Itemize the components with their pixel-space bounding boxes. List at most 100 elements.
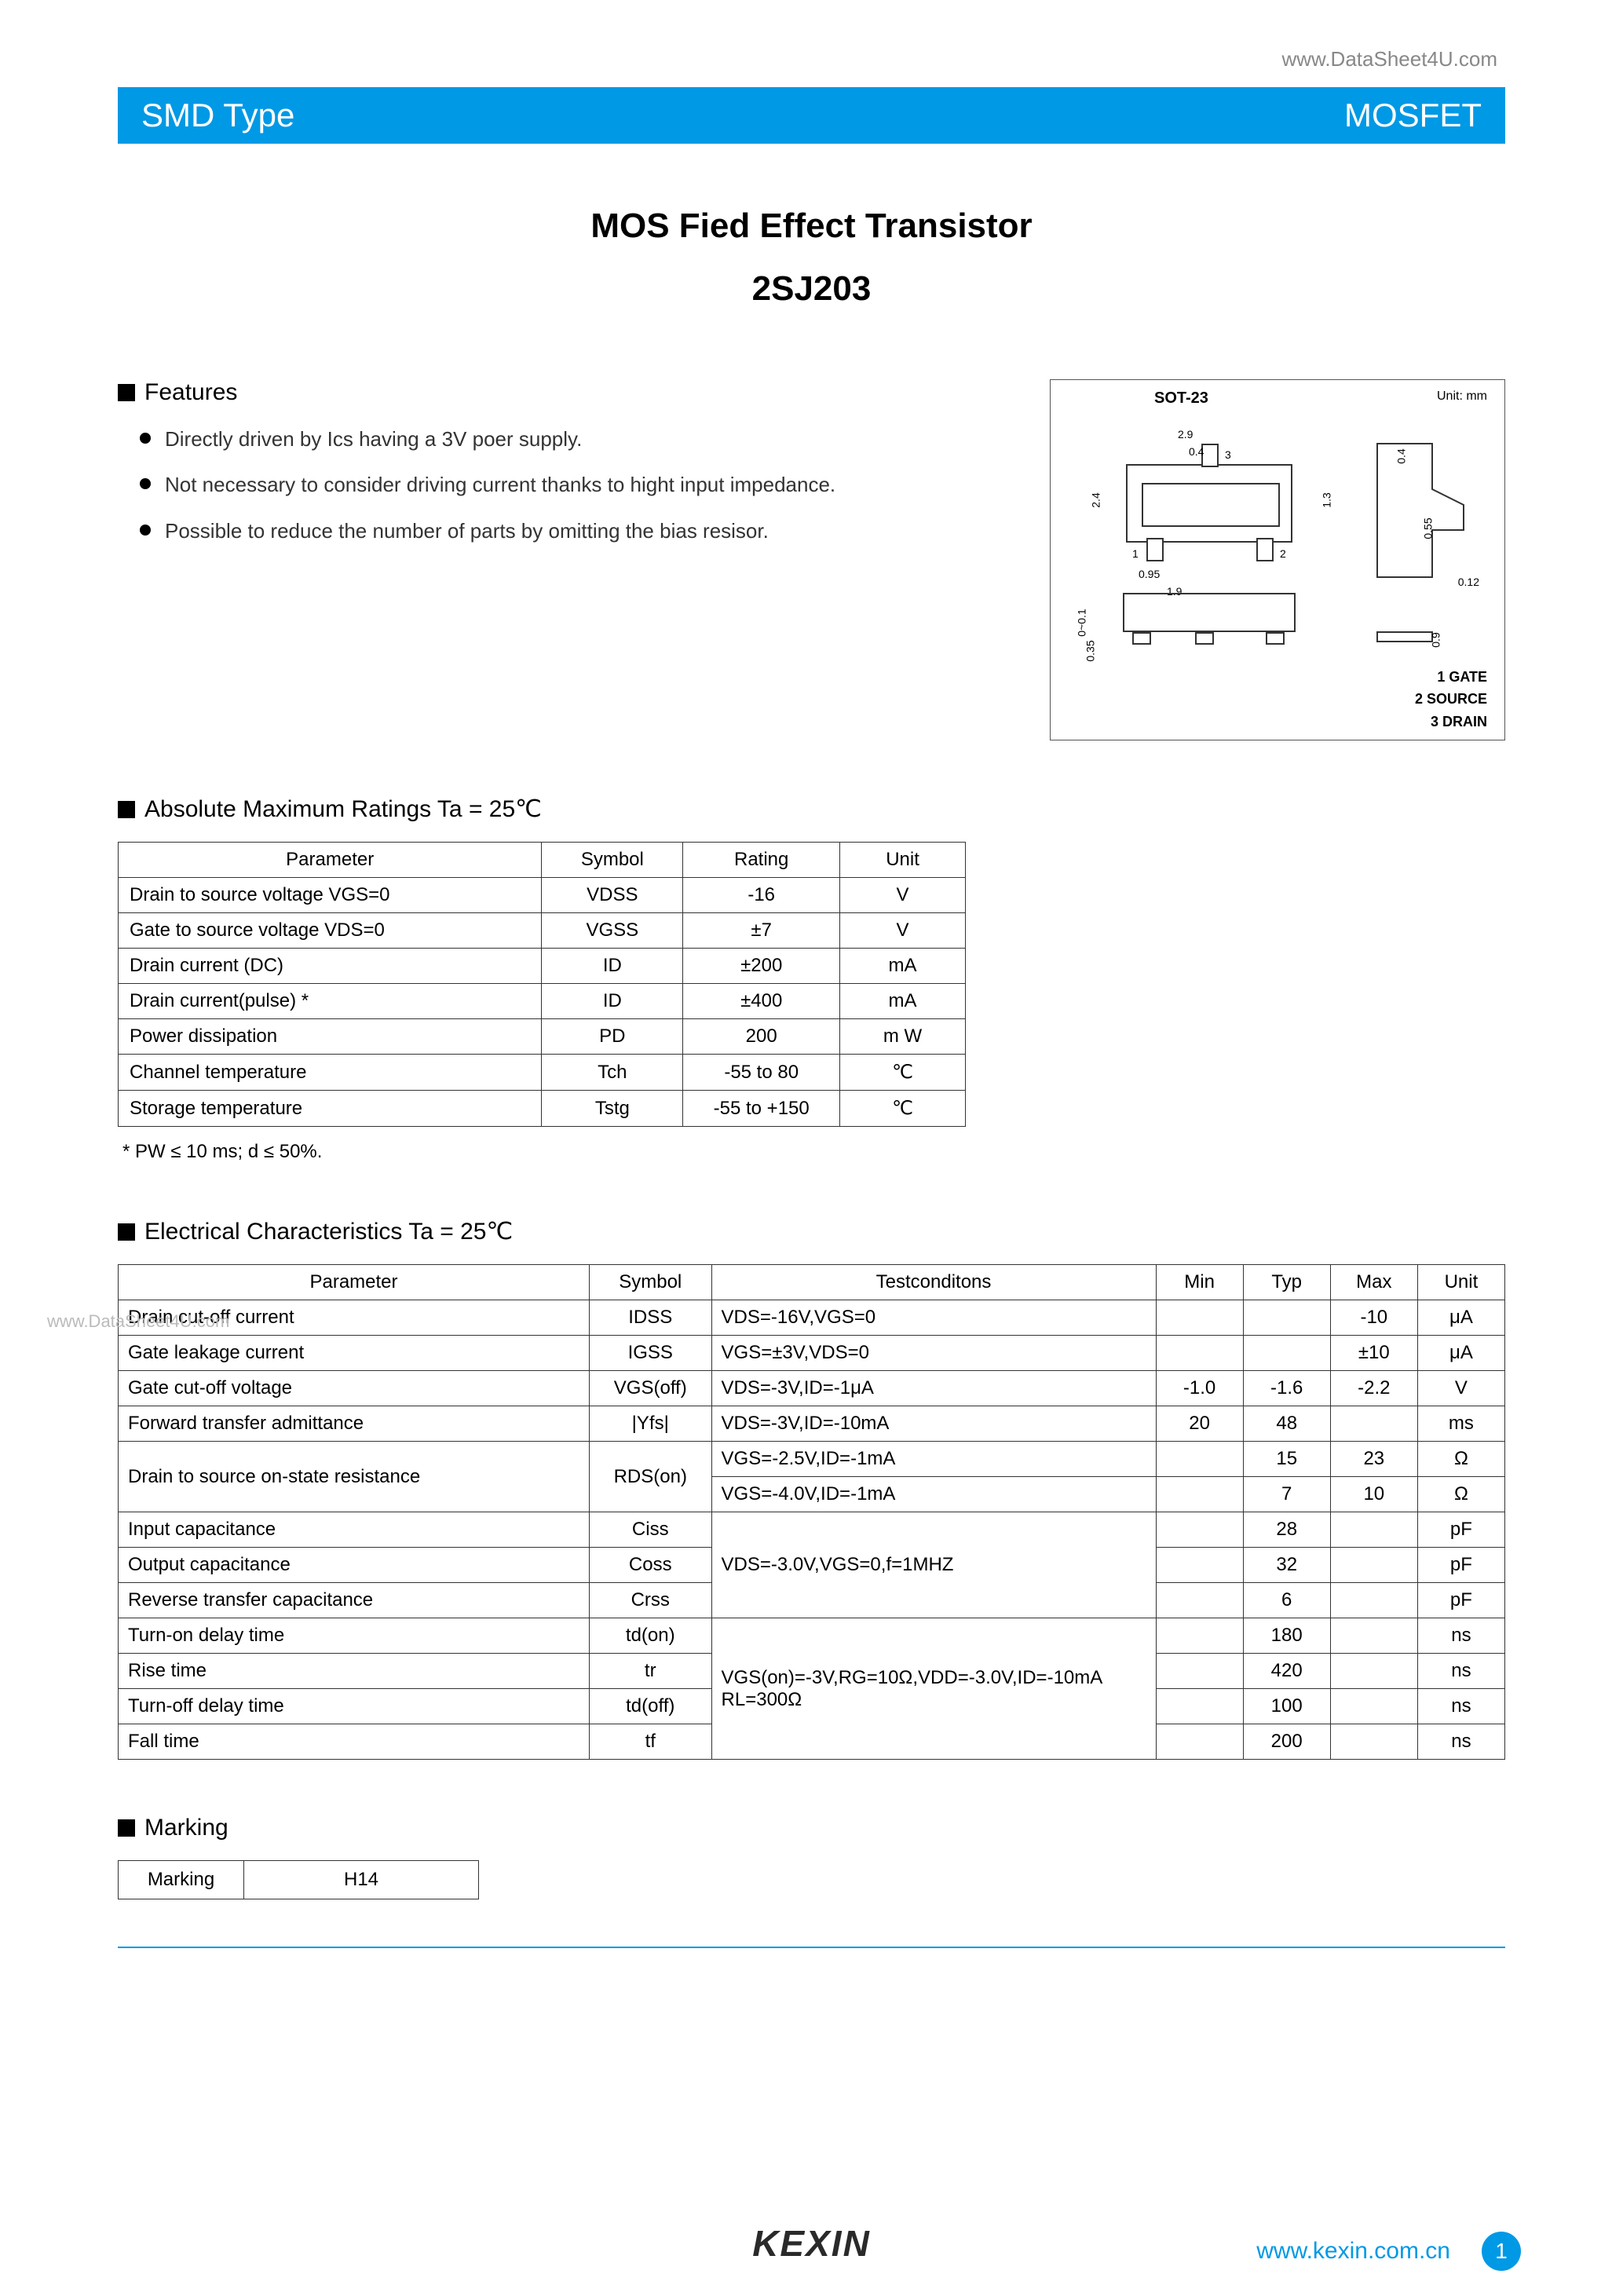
ratings-heading-text: Absolute Maximum Ratings Ta = 25℃ <box>144 795 542 823</box>
cell-param: Channel temperature <box>119 1055 542 1091</box>
sot-right-view: 0.4 0.55 0.12 0.9 <box>1346 428 1487 648</box>
table-header-row: Parameter Symbol Testconditons Min Typ M… <box>119 1265 1505 1300</box>
cell-unit: ℃ <box>840 1091 966 1127</box>
col-header: Min <box>1156 1265 1243 1300</box>
watermark-text: www.DataSheet4U.com <box>47 1311 229 1332</box>
cell-param: Turn-off delay time <box>119 1689 590 1724</box>
square-bullet-icon <box>118 1223 135 1241</box>
cell-symbol: VDSS <box>542 878 683 913</box>
table-row: Drain current(pulse) *ID±400mA <box>119 984 966 1019</box>
dim-right-mid: 0.55 <box>1421 517 1434 539</box>
table-row: Power dissipationPD200m W <box>119 1019 966 1055</box>
col-header: Parameter <box>119 843 542 878</box>
package-unit: Unit: mm <box>1437 389 1487 408</box>
cell-unit: ns <box>1417 1618 1504 1654</box>
header-right: MOSFET <box>1344 97 1482 134</box>
cell-max <box>1330 1583 1417 1618</box>
bottom-rule <box>118 1947 1505 1948</box>
ratings-footnote: * PW ≤ 10 ms; d ≤ 50%. <box>122 1141 1505 1163</box>
cell-rating: ±200 <box>683 949 840 984</box>
cell-unit: Ω <box>1417 1442 1504 1477</box>
package-diagram: SOT-23 Unit: mm 1 2 3 2.9 0.4 2.4 <box>1050 379 1505 740</box>
cell-rating: -16 <box>683 878 840 913</box>
cell-max <box>1330 1724 1417 1760</box>
table-row: Input capacitanceCissVDS=-3.0V,VGS=0,f=1… <box>119 1512 1505 1548</box>
cell-typ: 6 <box>1243 1583 1330 1618</box>
sot-side-view <box>1084 593 1335 632</box>
cell-max <box>1330 1512 1417 1548</box>
cell-typ: 180 <box>1243 1618 1330 1654</box>
cell-max: -2.2 <box>1330 1371 1417 1406</box>
footer: KEXIN www.kexin.com.cn 1 <box>0 2222 1623 2265</box>
cell-symbol: |Yfs| <box>589 1406 711 1442</box>
cell-symbol: VGS(off) <box>589 1371 711 1406</box>
cell-typ: 48 <box>1243 1406 1330 1442</box>
footer-url: www.kexin.com.cn <box>1256 2238 1450 2265</box>
cell-rating: ±7 <box>683 913 840 949</box>
table-row: Storage temperatureTstg-55 to +150℃ <box>119 1091 966 1127</box>
cell-unit: μA <box>1417 1336 1504 1371</box>
cell-min <box>1156 1548 1243 1583</box>
col-header: Unit <box>1417 1265 1504 1300</box>
marking-label: Marking <box>119 1861 244 1899</box>
cell-cond: VDS=-3V,ID=-10mA <box>711 1406 1156 1442</box>
cell-unit: Ω <box>1417 1477 1504 1512</box>
cell-min <box>1156 1654 1243 1689</box>
cell-symbol: VGSS <box>542 913 683 949</box>
cell-param: Drain to source voltage VGS=0 <box>119 878 542 913</box>
part-number: 2SJ203 <box>118 269 1505 309</box>
electrical-heading: Electrical Characteristics Ta = 25℃ <box>118 1218 1505 1245</box>
cell-unit: pF <box>1417 1548 1504 1583</box>
cell-min <box>1156 1477 1243 1512</box>
dim-w-lead: 0.4 <box>1189 445 1204 458</box>
cell-min <box>1156 1689 1243 1724</box>
table-row: Drain to source on-state resistanceRDS(o… <box>119 1442 1505 1477</box>
table-header-row: Parameter Symbol Rating Unit <box>119 843 966 878</box>
cell-unit: V <box>840 878 966 913</box>
sot-top-view: 1 2 3 2.9 0.4 2.4 1.3 0.95 1.9 <box>1084 428 1335 569</box>
cell-max: -10 <box>1330 1300 1417 1336</box>
cell-symbol: Crss <box>589 1583 711 1618</box>
table-row: Drain current (DC)ID±200mA <box>119 949 966 984</box>
feature-item: Possible to reduce the number of parts b… <box>140 517 1018 545</box>
cell-unit: m W <box>840 1019 966 1055</box>
ratings-heading: Absolute Maximum Ratings Ta = 25℃ <box>118 795 1505 823</box>
cell-rating: -55 to 80 <box>683 1055 840 1091</box>
cell-typ: 7 <box>1243 1477 1330 1512</box>
ratings-table: Parameter Symbol Rating Unit Drain to so… <box>118 842 966 1127</box>
cell-unit: ns <box>1417 1689 1504 1724</box>
square-bullet-icon <box>118 1819 135 1837</box>
features-heading-text: Features <box>144 379 237 406</box>
page-number: 1 <box>1482 2232 1521 2271</box>
cell-typ: 200 <box>1243 1724 1330 1760</box>
feature-item: Not necessary to consider driving curren… <box>140 470 1018 499</box>
cell-param: Power dissipation <box>119 1019 542 1055</box>
cell-min <box>1156 1583 1243 1618</box>
table-row: Drain to source voltage VGS=0VDSS-16V <box>119 878 966 913</box>
cell-typ: 420 <box>1243 1654 1330 1689</box>
dim-w-outer: 2.9 <box>1178 428 1193 441</box>
pin-label: 3 DRAIN <box>1415 711 1487 733</box>
col-header: Symbol <box>542 843 683 878</box>
cell-param: Output capacitance <box>119 1548 590 1583</box>
pin-label: 2 SOURCE <box>1415 688 1487 711</box>
cell-param: Input capacitance <box>119 1512 590 1548</box>
cell-param: Gate to source voltage VDS=0 <box>119 913 542 949</box>
cell-param: Forward transfer admittance <box>119 1406 590 1442</box>
cell-cond: VGS=-4.0V,ID=-1mA <box>711 1477 1156 1512</box>
cell-rating: 200 <box>683 1019 840 1055</box>
square-bullet-icon <box>118 801 135 818</box>
dim-side-h1: 0~0.1 <box>1076 609 1088 636</box>
cell-param: Reverse transfer capacitance <box>119 1583 590 1618</box>
cell-symbol: tf <box>589 1724 711 1760</box>
cell-min: 20 <box>1156 1406 1243 1442</box>
cell-cond: VGS=±3V,VDS=0 <box>711 1336 1156 1371</box>
cell-param: Drain current (DC) <box>119 949 542 984</box>
cell-typ <box>1243 1300 1330 1336</box>
cell-unit: ms <box>1417 1406 1504 1442</box>
cell-symbol: Tstg <box>542 1091 683 1127</box>
cell-typ: -1.6 <box>1243 1371 1330 1406</box>
cell-max <box>1330 1548 1417 1583</box>
table-row: Marking H14 <box>119 1861 479 1899</box>
table-row: Gate to source voltage VDS=0VGSS±7V <box>119 913 966 949</box>
